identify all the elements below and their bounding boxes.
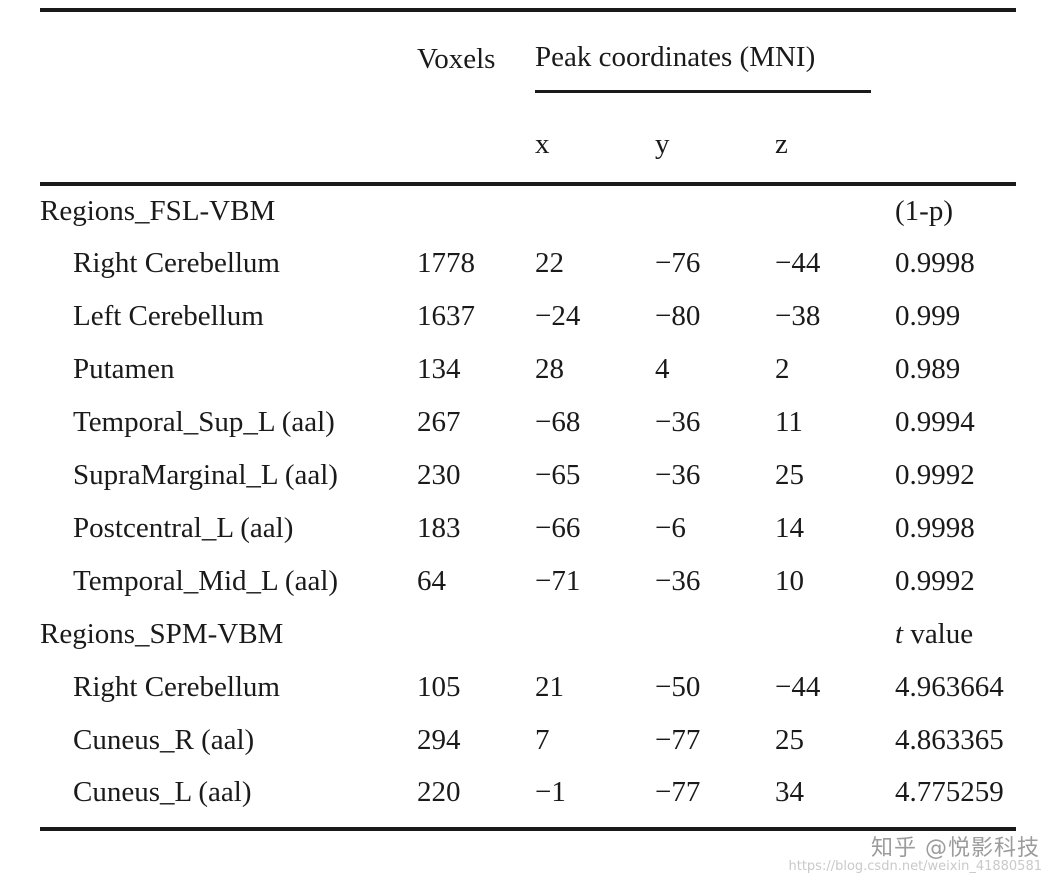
y-header: y [655, 127, 670, 160]
z-cell: 25 [775, 724, 804, 756]
y-cell: −77 [655, 724, 701, 756]
voxels-cell: 267 [417, 406, 461, 438]
section-header-row: Regions_FSL-VBM (1-p) [40, 184, 1016, 237]
y-cell: −36 [655, 459, 701, 491]
voxels-cell: 134 [417, 353, 461, 385]
x-cell: 22 [535, 247, 564, 279]
stat-cell: 0.9992 [895, 459, 975, 491]
region-cell: SupraMarginal_L (aal) [73, 459, 338, 491]
stat-header-empty [895, 10, 1016, 106]
region-cell: Temporal_Sup_L (aal) [73, 406, 335, 438]
z-cell: 25 [775, 459, 804, 491]
table-row: Cuneus_R (aal) 294 7 −77 25 4.863365 [40, 714, 1016, 767]
voxels-header: Voxels [417, 42, 496, 75]
watermark-url: https://blog.csdn.net/weixin_41880581 [788, 859, 1042, 874]
watermark-zhihu: 知乎 @悦影科技 [871, 836, 1040, 861]
stat-cell: 0.989 [895, 353, 961, 385]
section-title: Regions_FSL-VBM [40, 195, 276, 227]
section-header-row: Regions_SPM-VBM t value [40, 608, 1016, 661]
z-cell: −38 [775, 300, 821, 332]
table-row: Right Cerebellum 1778 22 −76 −44 0.9998 [40, 237, 1016, 290]
stat-column-label: (1-p) [895, 195, 953, 227]
z-cell: 10 [775, 565, 804, 597]
z-cell: 14 [775, 512, 804, 544]
x-cell: −71 [535, 565, 581, 597]
stat-cell: 0.9992 [895, 565, 975, 597]
section-title: Regions_SPM-VBM [40, 618, 284, 650]
stat-cell: 0.9998 [895, 512, 975, 544]
stat-column-label: t value [895, 608, 1016, 661]
region-cell: Cuneus_R (aal) [73, 724, 255, 756]
x-cell: −66 [535, 512, 581, 544]
stat-cell: 4.963664 [895, 671, 1004, 703]
region-cell: Right Cerebellum [73, 247, 280, 279]
voxels-cell: 1778 [417, 247, 475, 279]
region-cell: Left Cerebellum [73, 300, 264, 332]
results-table: Voxels Peak coordinates (MNI) x y z Regi… [40, 8, 1016, 831]
y-cell: −36 [655, 565, 701, 597]
y-cell: −6 [655, 512, 686, 544]
table-row: Postcentral_L (aal) 183 −66 −6 14 0.9998 [40, 502, 1016, 555]
region-cell: Right Cerebellum [73, 671, 280, 703]
table-row: Cuneus_L (aal) 220 −1 −77 34 4.775259 [40, 767, 1016, 829]
z-cell: 34 [775, 775, 804, 808]
stat-cell: 0.9994 [895, 406, 975, 438]
z-header: z [775, 127, 788, 160]
x-cell: 7 [535, 724, 550, 756]
stat-cell: 0.999 [895, 300, 961, 332]
voxels-cell: 64 [417, 565, 446, 597]
table-row: Right Cerebellum 105 21 −50 −44 4.963664 [40, 661, 1016, 714]
z-cell: −44 [775, 247, 821, 279]
table-row: SupraMarginal_L (aal) 230 −65 −36 25 0.9… [40, 449, 1016, 502]
voxels-cell: 1637 [417, 300, 475, 332]
region-cell: Postcentral_L (aal) [73, 512, 294, 544]
table-row: Temporal_Sup_L (aal) 267 −68 −36 11 0.99… [40, 396, 1016, 449]
voxels-cell: 230 [417, 459, 461, 491]
stat-cell: 4.775259 [895, 775, 1004, 808]
x-cell: −65 [535, 459, 581, 491]
peak-coordinates-label: Peak coordinates (MNI) [535, 41, 871, 93]
peak-coordinates-header: Peak coordinates (MNI) [535, 10, 895, 106]
x-cell: 21 [535, 671, 564, 703]
y-cell: −50 [655, 671, 701, 703]
table-body: Regions_FSL-VBM (1-p) Right Cerebellum 1… [40, 184, 1016, 829]
stat-label-rest: value [903, 618, 974, 650]
x-cell: −1 [535, 775, 566, 808]
voxels-cell: 105 [417, 671, 461, 703]
region-cell: Cuneus_L (aal) [73, 775, 252, 808]
voxels-cell: 220 [417, 775, 461, 808]
x-cell: 28 [535, 353, 564, 385]
x-cell: −68 [535, 406, 581, 438]
voxels-cell: 183 [417, 512, 461, 544]
region-header-empty [40, 10, 417, 106]
table-row: Left Cerebellum 1637 −24 −80 −38 0.999 [40, 290, 1016, 343]
y-cell: −36 [655, 406, 701, 438]
voxels-cell: 294 [417, 724, 461, 756]
x-cell: −24 [535, 300, 581, 332]
y-cell: −77 [655, 775, 701, 808]
table-header: Voxels Peak coordinates (MNI) x y z [40, 10, 1016, 184]
y-cell: −76 [655, 247, 701, 279]
z-cell: 2 [775, 353, 790, 385]
stat-cell: 4.863365 [895, 724, 1004, 756]
stat-cell: 0.9998 [895, 247, 975, 279]
x-header: x [535, 127, 550, 160]
stat-label-italic: t [895, 618, 904, 650]
z-cell: −44 [775, 671, 821, 703]
y-cell: 4 [655, 353, 670, 385]
region-cell: Temporal_Mid_L (aal) [73, 565, 339, 597]
table-row: Putamen 134 28 4 2 0.989 [40, 343, 1016, 396]
y-cell: −80 [655, 300, 701, 332]
header-row: Voxels Peak coordinates (MNI) [40, 10, 1016, 106]
table-row: Temporal_Mid_L (aal) 64 −71 −36 10 0.999… [40, 555, 1016, 608]
z-cell: 11 [775, 406, 803, 438]
region-cell: Putamen [73, 353, 175, 385]
subheader-row: x y z [40, 106, 1016, 184]
